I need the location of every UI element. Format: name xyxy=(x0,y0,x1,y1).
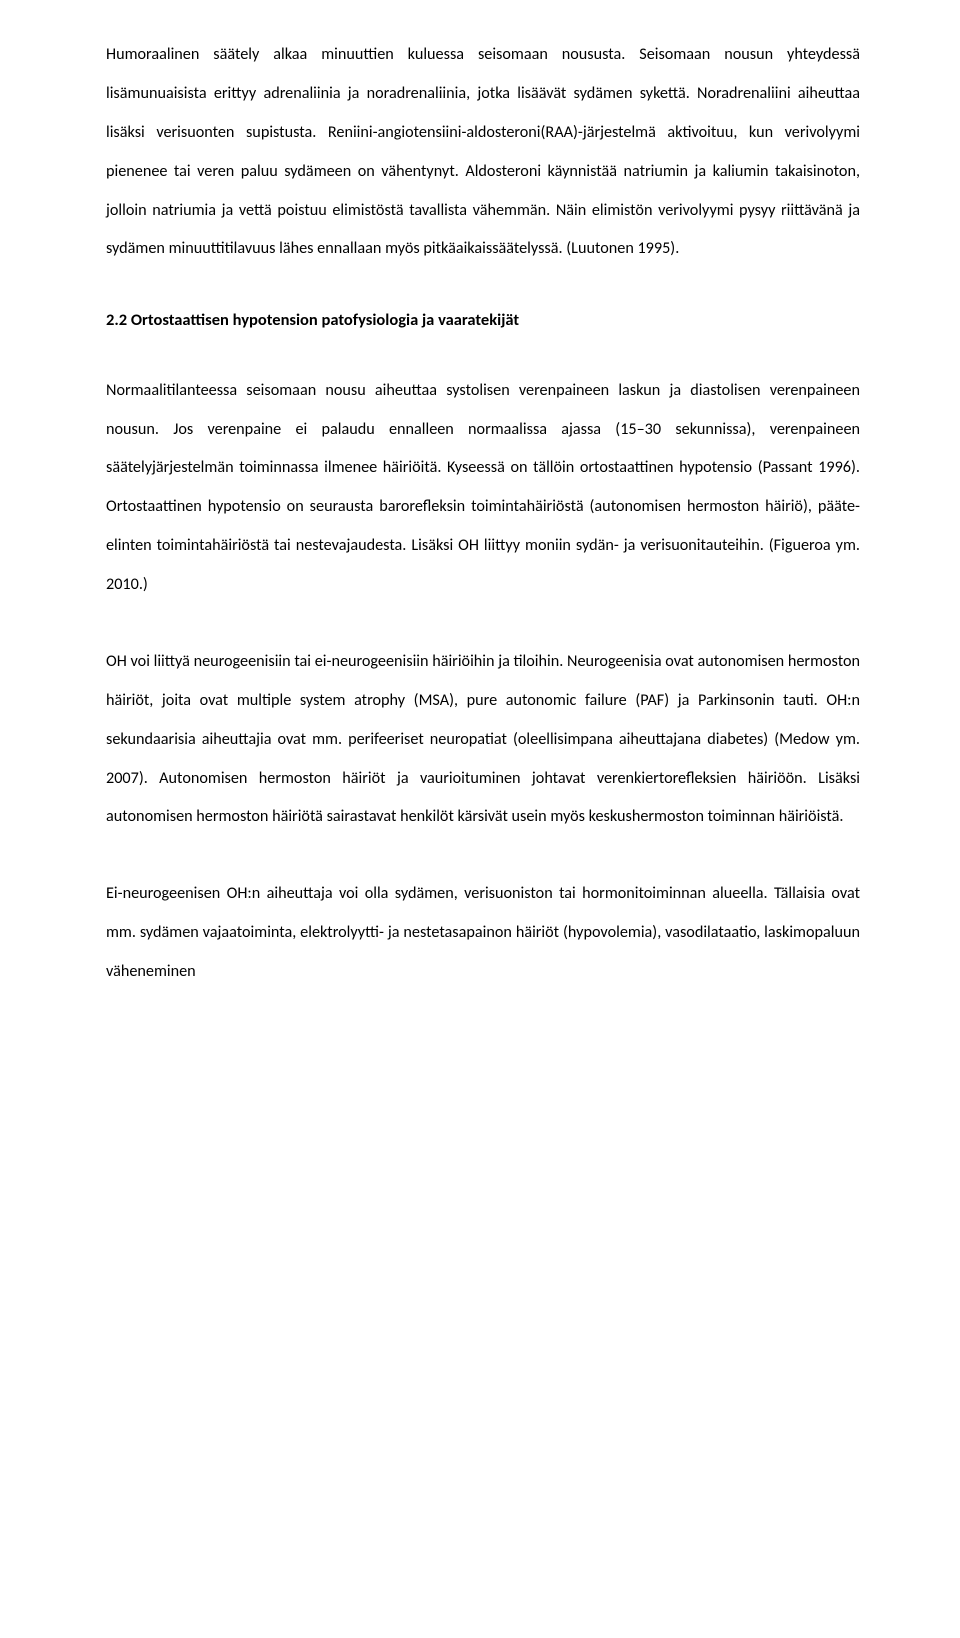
body-paragraph: OH voi liittyä neurogeenisiin tai ei-neu… xyxy=(106,643,860,837)
body-paragraph: Humoraalinen säätely alkaa minuuttien ku… xyxy=(106,36,860,269)
body-paragraph: Ei-neurogeenisen OH:n aiheuttaja voi oll… xyxy=(106,875,860,992)
section-heading: 2.2 Ortostaattisen hypotension patofysio… xyxy=(106,307,860,333)
body-paragraph: Normaalitilanteessa seisomaan nousu aihe… xyxy=(106,372,860,605)
